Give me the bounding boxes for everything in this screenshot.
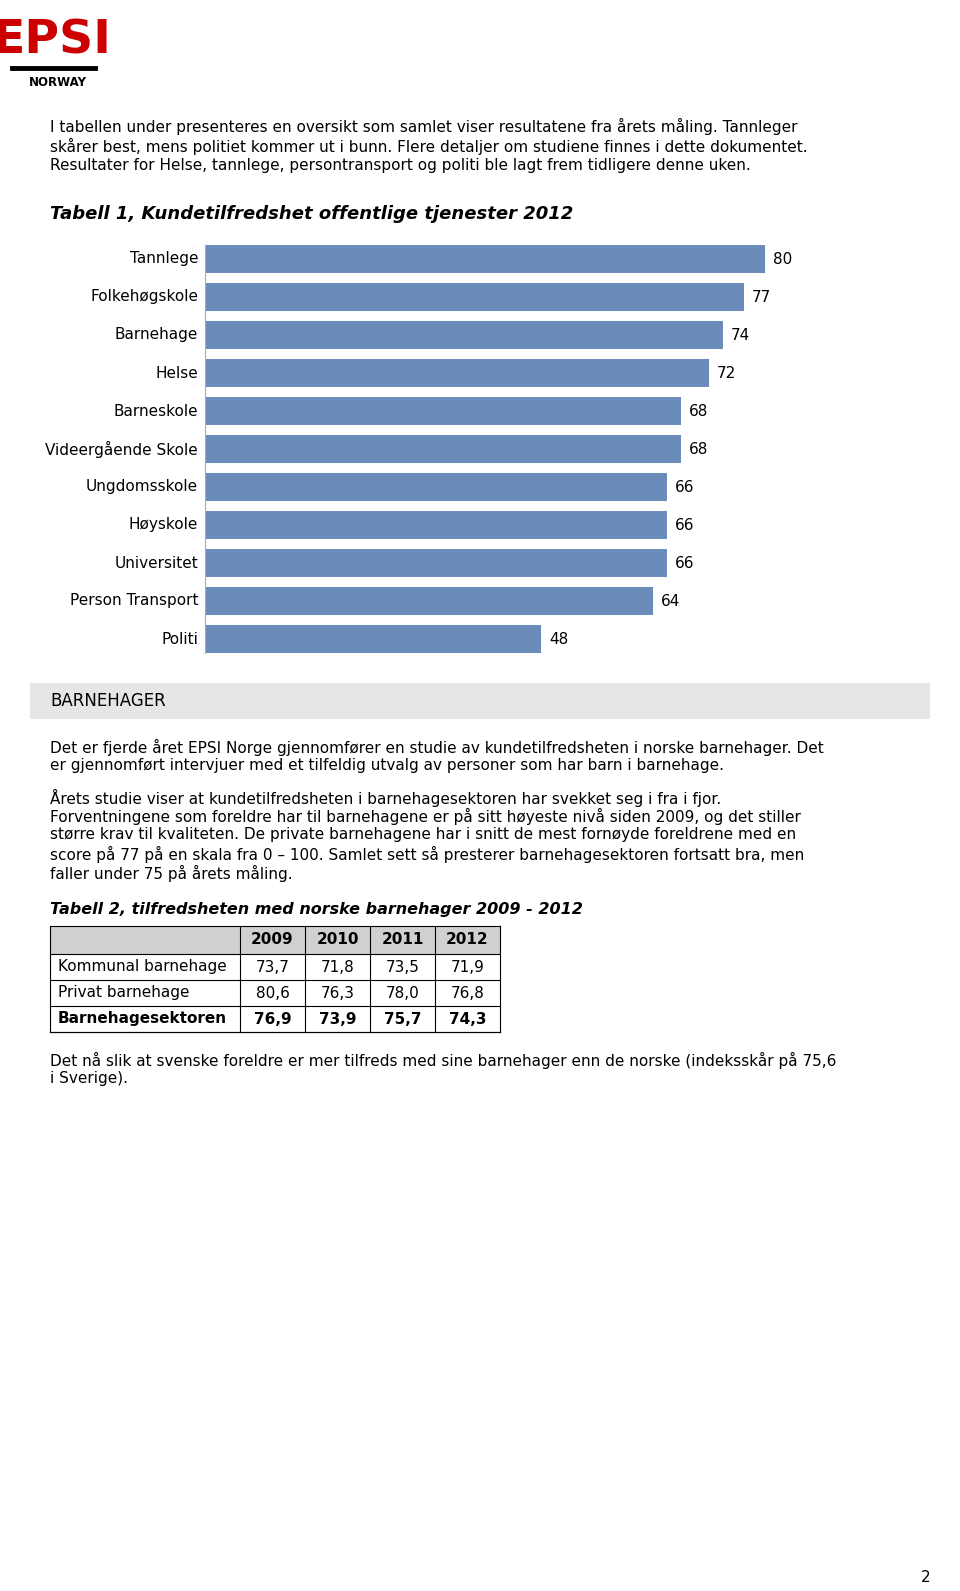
Text: 48: 48 (549, 632, 568, 646)
Bar (205, 549, 667, 578)
Text: Ungdomsskole: Ungdomsskole (85, 479, 198, 495)
Bar (205, 321, 723, 348)
Text: Barnehagesektoren: Barnehagesektoren (58, 1012, 228, 1026)
Text: Politi: Politi (161, 632, 198, 646)
Text: BARNEHAGER: BARNEHAGER (50, 692, 166, 710)
Text: Resultater for Helse, tannlege, persontransport og politi ble lagt frem tidliger: Resultater for Helse, tannlege, persontr… (50, 158, 751, 173)
Text: Universitet: Universitet (114, 555, 198, 571)
Text: 73,5: 73,5 (386, 959, 420, 975)
Text: 2010: 2010 (316, 932, 359, 948)
Bar (205, 360, 709, 387)
Text: 76,8: 76,8 (450, 985, 485, 1001)
Text: 68: 68 (689, 441, 708, 457)
Text: 80,6: 80,6 (255, 985, 289, 1001)
Bar (30, 683, 930, 719)
Text: 71,9: 71,9 (450, 959, 485, 975)
Text: 76,9: 76,9 (253, 1012, 291, 1026)
Text: 77: 77 (752, 290, 771, 304)
Text: Tabell 2, tilfredsheten med norske barnehager 2009 - 2012: Tabell 2, tilfredsheten med norske barne… (50, 902, 583, 916)
Text: NORWAY: NORWAY (29, 76, 87, 89)
Text: Helse: Helse (156, 366, 198, 380)
Text: Årets studie viser at kundetilfredsheten i barnehagesektoren har svekket seg i f: Årets studie viser at kundetilfredsheten… (50, 789, 721, 807)
Text: 2011: 2011 (381, 932, 423, 948)
Text: 66: 66 (675, 517, 694, 533)
Bar (205, 511, 667, 539)
Text: Det nå slik at svenske foreldre er mer tilfreds med sine barnehager enn de norsk: Det nå slik at svenske foreldre er mer t… (50, 1052, 836, 1069)
Text: Videergående Skole: Videergående Skole (45, 441, 198, 458)
Text: 68: 68 (689, 404, 708, 418)
Text: Person Transport: Person Transport (69, 593, 198, 608)
Bar (205, 398, 681, 425)
Bar (205, 283, 744, 310)
Text: Folkehøgskole: Folkehøgskole (90, 290, 198, 304)
Text: Kommunal barnehage: Kommunal barnehage (58, 959, 227, 975)
Text: 74,3: 74,3 (448, 1012, 487, 1026)
Text: 2009: 2009 (252, 932, 294, 948)
Text: 64: 64 (661, 593, 681, 608)
Text: 73,7: 73,7 (255, 959, 289, 975)
Text: 76,3: 76,3 (321, 985, 354, 1001)
Text: i Sverige).: i Sverige). (50, 1071, 128, 1087)
Text: 66: 66 (675, 555, 694, 571)
Text: Barnehage: Barnehage (114, 328, 198, 342)
Text: større krav til kvaliteten. De private barnehagene har i snitt de mest fornøyde : større krav til kvaliteten. De private b… (50, 827, 796, 842)
Text: Barneskole: Barneskole (113, 404, 198, 418)
Text: 80: 80 (773, 251, 792, 267)
Bar (205, 245, 765, 274)
Text: 71,8: 71,8 (321, 959, 354, 975)
Bar (205, 587, 653, 616)
Text: 73,9: 73,9 (319, 1012, 356, 1026)
Text: 66: 66 (675, 479, 694, 495)
Text: 72: 72 (717, 366, 736, 380)
Text: skårer best, mens politiet kommer ut i bunn. Flere detaljer om studiene finnes i: skårer best, mens politiet kommer ut i b… (50, 138, 807, 154)
Text: er gjennomført intervjuer med et tilfeldig utvalg av personer som har barn i bar: er gjennomført intervjuer med et tilfeld… (50, 757, 724, 773)
Text: Høyskole: Høyskole (129, 517, 198, 533)
Bar (205, 473, 667, 501)
Bar (205, 625, 541, 652)
Text: 2: 2 (921, 1570, 930, 1585)
Text: EPSI: EPSI (0, 18, 111, 64)
Text: 78,0: 78,0 (386, 985, 420, 1001)
Bar (50, 926, 500, 955)
Text: Forventningene som foreldre har til barnehagene er på sitt høyeste nivå siden 20: Forventningene som foreldre har til barn… (50, 808, 801, 826)
Text: Tannlege: Tannlege (130, 251, 198, 267)
Text: Privat barnehage: Privat barnehage (58, 985, 189, 1001)
Text: 75,7: 75,7 (384, 1012, 421, 1026)
Text: 2012: 2012 (446, 932, 489, 948)
Text: I tabellen under presenteres en oversikt som samlet viser resultatene fra årets : I tabellen under presenteres en oversikt… (50, 118, 798, 135)
Bar (205, 434, 681, 463)
Text: 74: 74 (731, 328, 751, 342)
Text: score på 77 på en skala fra 0 – 100. Samlet sett så presterer barnehagesektoren : score på 77 på en skala fra 0 – 100. Sam… (50, 846, 804, 862)
Text: Tabell 1, Kundetilfredshet offentlige tjenester 2012: Tabell 1, Kundetilfredshet offentlige tj… (50, 205, 573, 223)
Text: Det er fjerde året EPSI Norge gjennomfører en studie av kundetilfredsheten i nor: Det er fjerde året EPSI Norge gjennomfør… (50, 738, 824, 756)
Text: faller under 75 på årets måling.: faller under 75 på årets måling. (50, 866, 293, 881)
